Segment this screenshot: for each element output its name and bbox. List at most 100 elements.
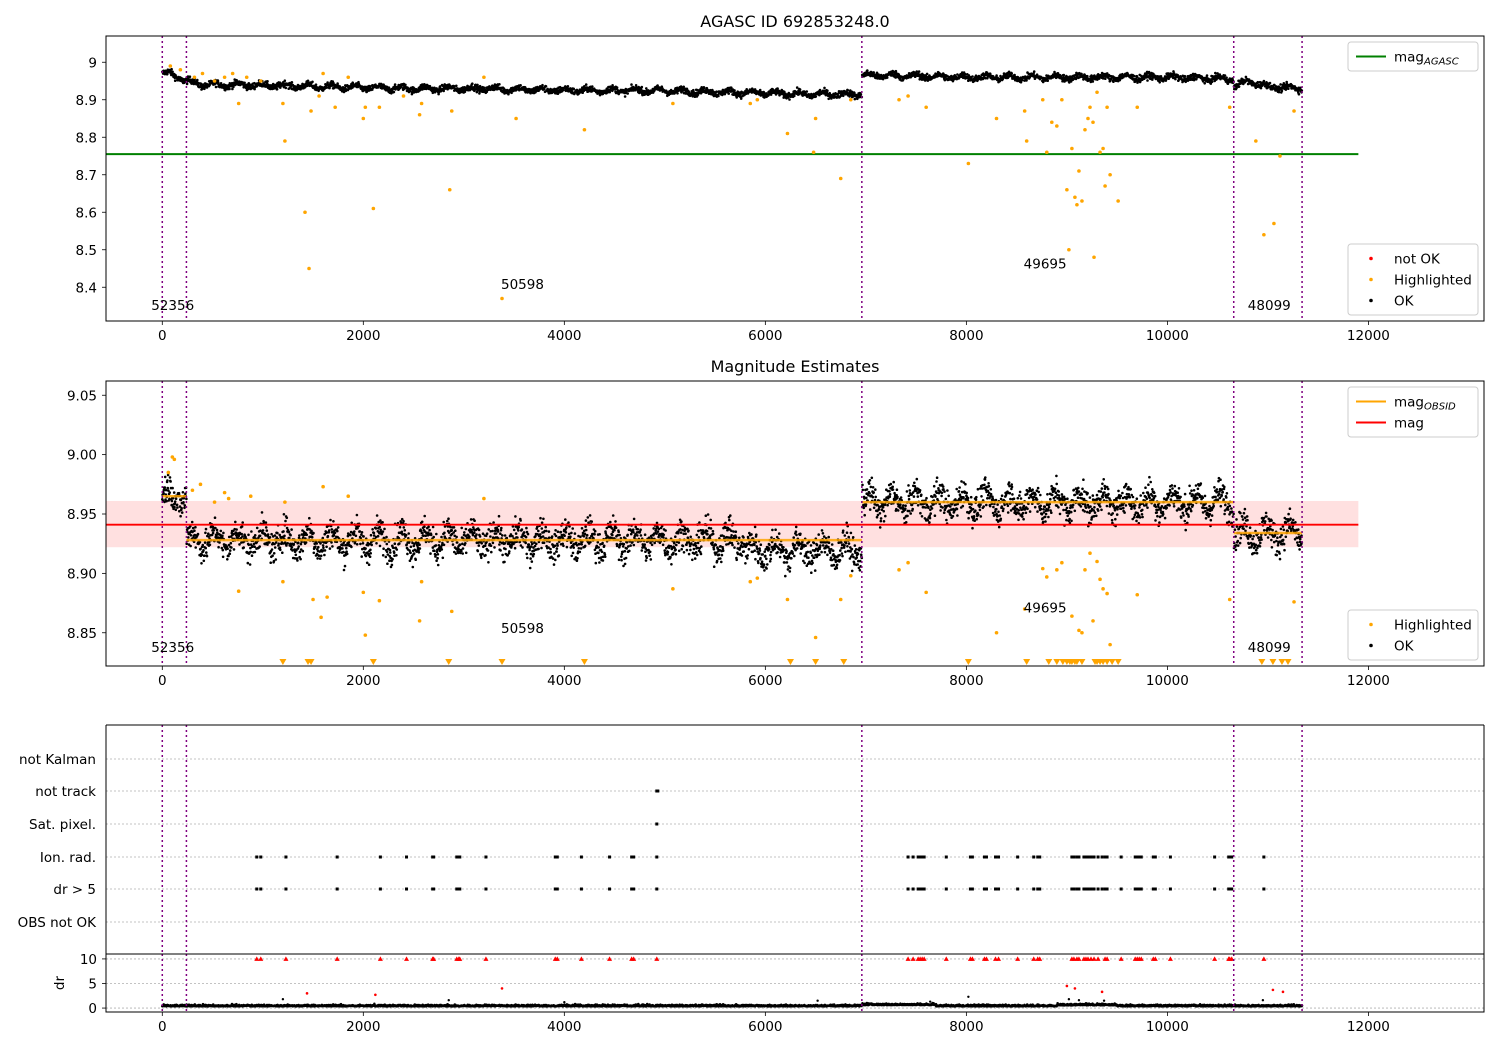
- clipped-marker: [786, 659, 794, 665]
- flag-marker: [1077, 887, 1081, 891]
- highlighted-point: [226, 496, 231, 501]
- not-ok-marker: [404, 956, 410, 961]
- legend-label: not OK: [1394, 252, 1441, 268]
- highlighted-point: [838, 597, 843, 602]
- ok-point: [816, 999, 819, 1002]
- y-tick-label: 9.05: [67, 388, 97, 404]
- highlighted-point: [1044, 150, 1049, 155]
- highlighted-point: [994, 630, 999, 635]
- highlighted-point: [1105, 105, 1109, 110]
- highlighted-point: [1098, 150, 1102, 155]
- not-ok-marker: [1261, 956, 1267, 961]
- flag-marker: [994, 887, 998, 891]
- axes-frame: [105, 380, 1485, 667]
- highlighted-point: [244, 75, 249, 80]
- flag-marker: [1082, 887, 1086, 891]
- highlighted-point: [906, 560, 910, 565]
- not-ok-marker: [1031, 956, 1037, 961]
- highlighted-point: [281, 101, 285, 106]
- flag-marker: [1082, 855, 1086, 859]
- highlighted-point: [1116, 199, 1120, 203]
- flag-marker: [982, 855, 986, 859]
- panel-dr: 0 2000 4000 6000 8000 10000 12000 0 5 10 dr: [52, 952, 1485, 1035]
- not-ok-marker: [578, 956, 584, 961]
- flag-marker: [405, 855, 409, 859]
- flag-marker: [432, 887, 436, 891]
- highlighted-point: [449, 609, 454, 614]
- flag-marker: [984, 855, 988, 859]
- flag-marker: [906, 887, 910, 891]
- ok-point: [447, 999, 450, 1002]
- not-ok-point: [374, 993, 377, 997]
- legend-box: [1347, 386, 1479, 438]
- obsid-annotation: 49695: [1024, 601, 1067, 617]
- flag-marker: [1096, 855, 1100, 859]
- highlighted-point: [1065, 187, 1069, 192]
- highlighted-point: [319, 615, 323, 620]
- highlighted-point: [1103, 184, 1107, 188]
- highlighted-point: [1098, 577, 1102, 582]
- not-ok-marker: [431, 956, 437, 961]
- flag-marker: [632, 887, 636, 891]
- highlighted-point: [1091, 619, 1095, 623]
- flag-marker: [1092, 855, 1096, 859]
- highlighted-point: [1067, 247, 1071, 252]
- flag-label: not track: [35, 784, 96, 800]
- flag-marker: [1092, 887, 1096, 891]
- highlighted-point: [258, 79, 263, 83]
- clipped-marker: [1078, 659, 1086, 665]
- highlighted-point: [168, 64, 173, 68]
- flag-marker: [997, 855, 1001, 859]
- flag-marker: [1135, 887, 1139, 891]
- flag-marker: [284, 887, 288, 891]
- highlighted-point: [811, 150, 816, 155]
- chart-title: Magnitude Estimates: [711, 357, 880, 376]
- flag-marker: [1151, 887, 1155, 891]
- not-ok-marker: [1037, 956, 1043, 961]
- highlighted-point: [671, 587, 675, 591]
- highlighted-point: [236, 589, 241, 593]
- flag-marker: [553, 887, 557, 891]
- flag-marker: [920, 887, 924, 891]
- clipped-marker: [964, 659, 972, 665]
- clipped-marker: [307, 659, 315, 665]
- highlighted-point: [303, 210, 307, 215]
- highlighted-point: [325, 595, 329, 599]
- flag-marker: [970, 855, 974, 859]
- obsid-annotation: 52356: [151, 640, 194, 656]
- flag-marker: [1153, 887, 1157, 891]
- highlighted-point: [1101, 587, 1105, 591]
- flag-marker: [1213, 887, 1217, 891]
- chart-title: AGASC ID 692853248.0: [700, 12, 889, 31]
- flag-marker: [1105, 855, 1109, 859]
- highlighted-point: [1088, 105, 1092, 110]
- highlighted-point: [222, 75, 227, 80]
- not-ok-marker: [1095, 956, 1101, 961]
- panels-layer: 0 2000 4000 6000 8000 10000 120008.48.58.68.78…: [18, 12, 1485, 1035]
- x-tick-label: 6000: [748, 328, 782, 344]
- y-tick-label: 8.4: [76, 280, 97, 296]
- ok-point: [1261, 999, 1265, 1002]
- obsid-annotation: 48099: [1248, 640, 1291, 656]
- clipped-marker: [279, 659, 287, 665]
- highlighted-point: [417, 112, 422, 117]
- highlighted-point: [281, 579, 285, 584]
- legend-label: Highlighted: [1394, 618, 1472, 634]
- flag-marker: [918, 887, 922, 891]
- flag-marker: [335, 855, 339, 859]
- legend-label: OK: [1394, 294, 1415, 310]
- obsid-annotation: 49695: [1024, 257, 1067, 273]
- highlighted-point: [377, 598, 382, 603]
- clipped-marker: [1108, 659, 1116, 665]
- highlighted-point: [1070, 146, 1074, 151]
- highlighted-point: [1091, 120, 1095, 125]
- flag-marker: [1262, 887, 1266, 891]
- x-tick-label: 0: [158, 1019, 167, 1035]
- flag-marker: [1072, 855, 1076, 859]
- highlighted-point: [994, 116, 999, 121]
- clipped-marker: [1045, 659, 1053, 665]
- flag-marker: [1036, 855, 1040, 859]
- panel-flags: not Kalman not track Sat. pixel. Ion. rad. d…: [18, 724, 1485, 954]
- flag-marker: [918, 855, 922, 859]
- y-tick-label: 5: [88, 976, 97, 992]
